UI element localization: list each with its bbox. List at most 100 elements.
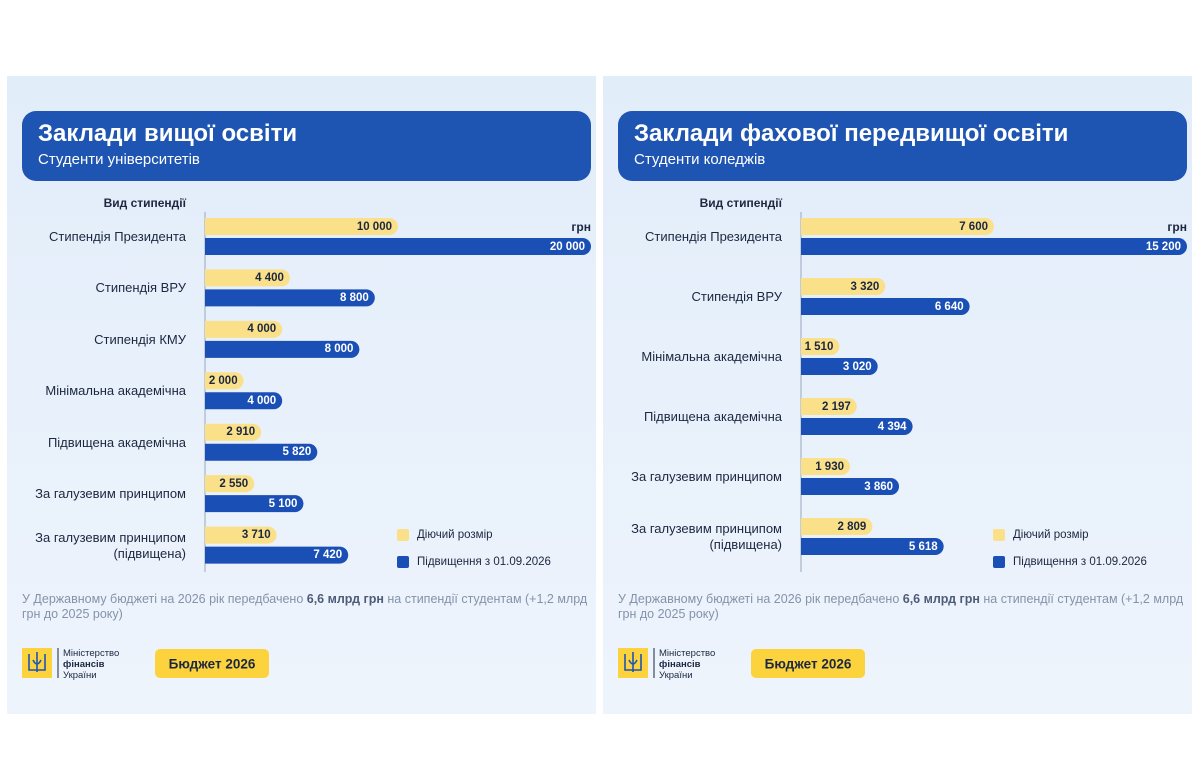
bar [801,538,944,555]
legend-label: Підвищення з 01.09.2026 [1013,556,1147,568]
value-label: 8 000 [324,343,354,356]
legend-label: Діючий розмір [417,529,493,541]
value-label: 20 000 [549,240,585,253]
footnote-part: 6,6 млрд грн [902,592,980,606]
value-label: 6 640 [934,300,964,313]
value-label: 5 100 [268,497,298,510]
category-label: За галузевим принципом (підвищена) [35,529,186,561]
value-label: 2 197 [822,400,851,413]
legend-swatch [993,556,1005,568]
bar [801,338,840,355]
category-axis-title: Вид стипендії [699,196,782,210]
bar [205,238,591,255]
footnote: У Державному бюджеті на 2026 рік передба… [22,592,597,622]
ministry-text: Міністерство [63,648,120,659]
ministry-text: Міністерство [659,648,716,659]
category-label: За галузевим принципом (підвищена) [631,521,782,552]
unit-label: грн [571,220,591,234]
value-label: 10 000 [356,220,392,233]
budget-button [155,649,269,678]
category-label: Стипендія Президента [645,229,782,244]
ministry-text: України [659,670,693,681]
category-label: За галузевим принципом [35,486,186,502]
legend-label: Діючий розмір [1013,529,1089,541]
budget-button-label: Бюджет 2026 [764,656,852,671]
chart-subtitle: Студенти університетів [38,151,200,168]
value-label: 7 600 [959,220,988,233]
category-label: Стипендія Президента [49,229,186,244]
value-label: 1 930 [815,460,844,473]
footnote: У Державному бюджеті на 2026 рік передба… [618,592,1193,622]
ministry-text: фінансів [659,659,701,670]
category-label: Мінімальна академічна [641,349,782,364]
value-label: 2 910 [226,426,256,439]
chart-title: Заклади вищої освіти [38,120,298,147]
unit-label: грн [1167,220,1187,234]
bar [205,340,360,358]
emblem [28,652,46,672]
category-label: Підвищена академічна [47,434,186,450]
footnote-part: У Державному бюджеті на 2026 рік передба… [22,592,307,606]
value-label: 2 809 [837,520,867,533]
emblem [624,652,642,672]
value-label: 3 710 [241,529,271,542]
footnote-part: на стипендії студентам (+1,2 млрд грн до… [618,592,1184,621]
bar [801,238,1187,255]
category-label: Мінімальна академічна [45,383,186,399]
bar [205,218,398,235]
bar [801,218,994,235]
value-label: 3 320 [850,280,880,293]
value-label: 4 400 [255,271,284,284]
bar [205,443,318,461]
footnote-part: У Державному бюджеті на 2026 рік передба… [618,592,903,606]
panel-background [7,76,596,714]
bar [205,289,375,307]
category-label: Стипендія ВРУ [95,280,187,296]
value-label: 1 510 [804,340,834,353]
value-label: 4 000 [247,394,277,407]
bar [801,418,913,435]
bar [205,495,304,513]
bar [205,269,290,287]
category-label: За галузевим принципом [631,469,782,484]
legend-label: Підвищення з 01.09.2026 [417,556,551,568]
chart-title: Заклади фахової передвищої освіти [634,120,1069,147]
bar [205,526,277,544]
value-label: 2 550 [219,477,249,490]
bar [801,398,857,415]
bar [801,358,878,375]
chart-subtitle: Студенти коледжів [634,151,766,168]
value-label: 5 618 [908,540,938,553]
bar [205,546,349,564]
value-label: 2 000 [208,374,238,387]
value-label: 7 420 [313,549,343,562]
category-label: Підвищена академічна [643,409,782,424]
bar [801,458,851,475]
ministry-text: України [63,670,97,681]
bar [801,518,873,535]
value-label: 4 000 [247,323,277,336]
ministry-text: фінансів [63,659,105,670]
footnote-part: на стипендії студентам (+1,2 млрд грн до… [22,592,588,621]
bar [205,320,283,338]
bar [801,278,886,295]
bar [801,478,900,495]
header-box [22,111,591,181]
legend-swatch [397,556,409,568]
header-box [618,111,1187,181]
bar [205,423,262,441]
budget-button-label: Бюджет 2026 [168,656,256,671]
bar [205,475,255,493]
bar [205,372,244,390]
bar [205,392,283,410]
value-label: 15 200 [1145,240,1181,253]
value-label: 8 800 [340,291,369,304]
footnote-part: 6,6 млрд грн [306,592,384,606]
value-label: 5 820 [282,446,312,459]
value-label: 3 020 [842,360,872,373]
legend-swatch [993,529,1005,541]
category-label: Стипендія КМУ [94,331,186,347]
budget-button [751,649,865,678]
